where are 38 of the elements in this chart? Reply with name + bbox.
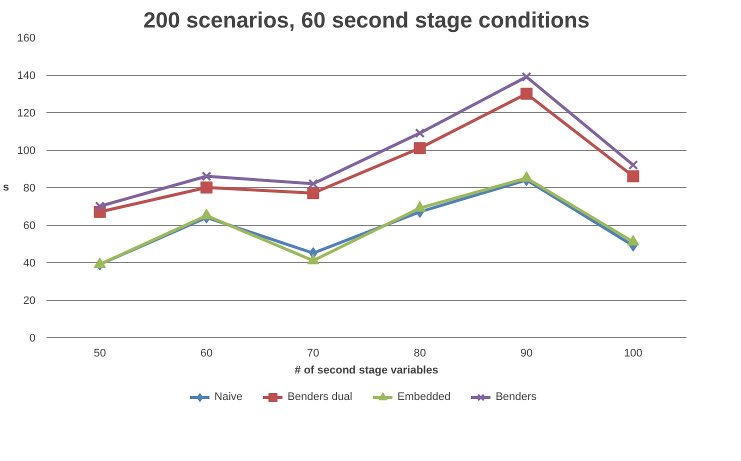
point bbox=[414, 142, 426, 154]
y-tick-label: 120 bbox=[17, 108, 36, 120]
y-tick-label: 140 bbox=[17, 70, 36, 82]
chart-title: 200 scenarios, 60 second stage conditions bbox=[143, 8, 590, 32]
point bbox=[522, 72, 532, 82]
y-tick-label: 40 bbox=[23, 258, 36, 270]
legend-label: Benders bbox=[496, 391, 537, 403]
point bbox=[520, 88, 532, 100]
y-tick-label: 0 bbox=[29, 332, 36, 344]
x-tick-label: 80 bbox=[414, 348, 426, 360]
point bbox=[627, 170, 640, 182]
point bbox=[94, 201, 105, 212]
legend-label: Embedded bbox=[397, 391, 451, 403]
x-tick-label: 100 bbox=[624, 348, 642, 360]
x-tick-label: 70 bbox=[307, 348, 320, 360]
point bbox=[414, 201, 426, 212]
point bbox=[308, 178, 318, 189]
legend-label: Naive bbox=[214, 391, 243, 403]
y-tick-label: 80 bbox=[23, 182, 36, 194]
point bbox=[520, 171, 532, 182]
x-tick-label: 90 bbox=[520, 348, 533, 360]
point bbox=[307, 187, 320, 200]
y-tick-label: 160 bbox=[17, 32, 36, 44]
legend-label: Benders dual bbox=[288, 391, 352, 403]
point bbox=[202, 171, 212, 182]
y-axis-title: s bbox=[3, 182, 10, 194]
x-axis-title: # of second stage variables bbox=[294, 364, 438, 376]
point bbox=[627, 235, 640, 246]
y-tick-label: 20 bbox=[23, 295, 36, 307]
point bbox=[307, 254, 320, 264]
y-tick-label: 100 bbox=[17, 145, 36, 157]
point bbox=[200, 208, 212, 220]
x-tick-label: 60 bbox=[200, 348, 213, 360]
x-tick-label: 50 bbox=[94, 348, 106, 360]
y-tick-label: 60 bbox=[23, 220, 36, 232]
point bbox=[628, 160, 638, 170]
point bbox=[200, 182, 212, 194]
point bbox=[414, 128, 425, 138]
